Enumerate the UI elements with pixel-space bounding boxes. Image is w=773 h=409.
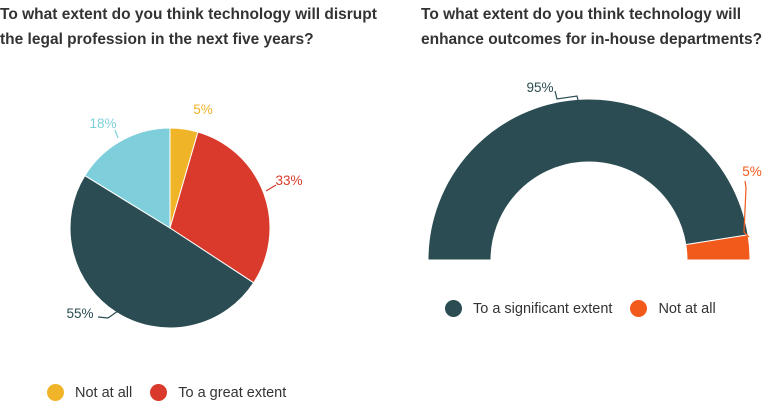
donut-slice-1 [685, 234, 751, 261]
legend-swatch-not-at-all-2 [630, 300, 648, 317]
legend-swatch-great-extent [150, 384, 168, 401]
pie-chart-disrupt: 5% 33% 55% 18% [66, 102, 303, 329]
pie-data-label-3: 18% [89, 116, 116, 131]
chart1-legend: Not at all To a great extent [47, 384, 304, 401]
chart1-title: To what extent do you think technology w… [0, 6, 377, 48]
legend-item-great-extent: To a great extent [150, 384, 286, 401]
pie-data-label-2: 55% [66, 306, 93, 321]
donut-data-label-1: 5% [742, 164, 762, 179]
pie-leader-line-1 [265, 184, 277, 192]
pie-leader-line-2 [97, 310, 119, 319]
donut-leader-line-1 [743, 180, 750, 238]
pie-data-label-1: 33% [275, 173, 302, 188]
pie-slice-1 [169, 131, 271, 284]
legend-label-significant-extent: To a significant extent [473, 300, 613, 317]
chart2-legend: To a significant extent Not at all [445, 300, 734, 317]
donut-leader-line-0 [554, 90, 579, 101]
legend-item-not-at-all: Not at all [47, 384, 132, 401]
donut-data-label-0: 95% [526, 80, 553, 95]
pie-leader-line-3 [114, 129, 119, 139]
legend-label-not-at-all-2: Not at all [658, 300, 716, 317]
chart2-title: To what extent do you think technology w… [421, 6, 763, 48]
legend-item-not-at-all-2: Not at all [630, 300, 716, 317]
pie-data-label-0: 5% [193, 102, 213, 117]
donut-slice-0 [427, 98, 749, 261]
legend-item-significant-extent: To a significant extent [445, 300, 612, 317]
semi-donut-chart-enhance: 95% 5% [427, 80, 762, 261]
pie-slice-3 [84, 127, 171, 229]
legend-swatch-significant-extent [445, 300, 462, 317]
legend-swatch-not-at-all [47, 384, 64, 401]
legend-label-not-at-all: Not at all [75, 384, 133, 401]
legend-label-great-extent: To a great extent [178, 384, 287, 401]
